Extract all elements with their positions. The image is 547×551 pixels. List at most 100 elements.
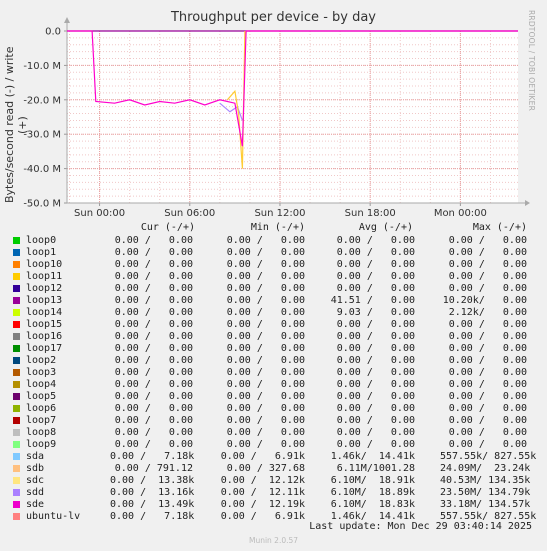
legend-row: loop7 0.00 / 0.00 0.00 / 0.00 0.00 / 0.00 0.… — [0, 415, 547, 427]
legend-max-value: 557.55k/ 827.55k — [440, 451, 537, 462]
legend-device-name: loop11 — [26, 271, 63, 282]
legend-header: Cur (-/+) Min (-/+) Avg (-/+) Max (-/+) — [0, 222, 547, 234]
legend-max-value: 10.20k/ 0.00 — [442, 295, 527, 306]
legend-device-name: loop14 — [26, 307, 63, 318]
legend-min-value: 0.00 / 0.00 — [226, 259, 305, 270]
legend-min-value: 0.00 / 0.00 — [226, 319, 305, 330]
x-axis-arrow — [525, 200, 530, 206]
series-line-sde — [67, 30, 518, 147]
x-tick-label: Sun 00:00 — [74, 208, 125, 219]
legend-min-value: 0.00 / 0.00 — [226, 391, 305, 402]
legend-row: loop16 0.00 / 0.00 0.00 / 0.00 0.00 / 0.00 0… — [0, 331, 547, 343]
legend-swatch — [13, 333, 20, 340]
legend-cur-value: 0.00 / 7.18k — [110, 451, 195, 462]
legend-row: loop4 0.00 / 0.00 0.00 / 0.00 0.00 / 0.00 0.… — [0, 379, 547, 391]
legend-avg-value: 0.00 / 0.00 — [336, 331, 415, 342]
legend-device-name: loop4 — [26, 379, 57, 390]
legend-device-name: sda — [26, 451, 45, 462]
y-tick-label: -50.0 M — [23, 199, 61, 210]
legend-cur-value: 0.00 / 0.00 — [114, 307, 193, 318]
legend-avg-value: 0.00 / 0.00 — [336, 355, 415, 366]
legend-cur-value: 0.00 / 0.00 — [114, 271, 193, 282]
legend-min-value: 0.00 / 12.12k — [220, 475, 305, 486]
x-tick-label: Sun 18:00 — [345, 208, 396, 219]
legend-swatch — [13, 321, 20, 328]
legend-avg-value: 0.00 / 0.00 — [336, 343, 415, 354]
legend-row: sde 0.00 / 13.49k 0.00 / 12.19k 6.10M/ 18.8… — [0, 499, 547, 511]
legend-row: sda 0.00 / 7.18k 0.00 / 6.91k 1.46k/ 14.41k… — [0, 451, 547, 463]
legend-max-value: 0.00 / 0.00 — [448, 259, 527, 270]
legend-device-name: loop6 — [26, 403, 57, 414]
legend-device-name: ubuntu-lv — [26, 511, 81, 522]
legend-cur-value: 0.00 / 791.12 — [114, 463, 193, 474]
legend-min-value: 0.00 / 0.00 — [226, 427, 305, 438]
legend-avg-value: 0.00 / 0.00 — [336, 319, 415, 330]
legend-avg-value: 6.10M/ 18.91k — [330, 475, 415, 486]
y-axis-arrow — [64, 17, 70, 23]
legend-cur-value: 0.00 / 0.00 — [114, 403, 193, 414]
legend-device-name: loop13 — [26, 295, 63, 306]
legend-min-value: 0.00 / 327.68 — [226, 463, 305, 474]
legend-min-value: 0.00 / 0.00 — [226, 331, 305, 342]
legend-max-value: 0.00 / 0.00 — [448, 379, 527, 390]
legend-min-value: 0.00 / 0.00 — [226, 271, 305, 282]
legend-max-value: 557.55k/ 827.55k — [440, 511, 537, 522]
legend-cur-value: 0.00 / 0.00 — [114, 331, 193, 342]
legend-cur-value: 0.00 / 7.18k — [110, 511, 195, 522]
legend-max-value: 23.50M/ 134.79k — [440, 487, 531, 498]
legend-row: loop10 0.00 / 0.00 0.00 / 0.00 0.00 / 0.00 0… — [0, 259, 547, 271]
legend-swatch — [13, 429, 20, 436]
y-tick-label: -10.0 M — [23, 61, 61, 72]
legend-device-name: loop7 — [26, 415, 57, 426]
legend-max-value: 0.00 / 0.00 — [448, 355, 527, 366]
legend-row: loop1 0.00 / 0.00 0.00 / 0.00 0.00 / 0.00 0.… — [0, 247, 547, 259]
legend-device-name: loop17 — [26, 343, 63, 354]
legend-row: loop3 0.00 / 0.00 0.00 / 0.00 0.00 / 0.00 0.… — [0, 367, 547, 379]
legend-avg-value: 0.00 / 0.00 — [336, 247, 415, 258]
chart-title: Throughput per device - by day — [170, 10, 377, 25]
legend-swatch — [13, 465, 20, 472]
legend-avg-value: 9.03 / 0.00 — [336, 307, 415, 318]
legend-row: loop15 0.00 / 0.00 0.00 / 0.00 0.00 / 0.00 0… — [0, 319, 547, 331]
legend-swatch — [13, 381, 20, 388]
legend-max-value: 0.00 / 0.00 — [448, 271, 527, 282]
legend-swatch — [13, 309, 20, 316]
legend-avg-value: 0.00 / 0.00 — [336, 367, 415, 378]
legend-header-max: Max (-/+) — [472, 222, 527, 233]
legend-header-cur: Cur (-/+) — [140, 222, 195, 233]
legend-device-name: loop8 — [26, 427, 57, 438]
legend-cur-value: 0.00 / 13.49k — [110, 499, 195, 510]
legend-device-name: sdd — [26, 487, 45, 498]
legend-swatch — [13, 357, 20, 364]
legend-avg-value: 0.00 / 0.00 — [336, 391, 415, 402]
legend-device-name: sde — [26, 499, 45, 510]
legend-device-name: loop12 — [26, 283, 63, 294]
legend-cur-value: 0.00 / 0.00 — [114, 379, 193, 390]
legend-min-value: 0.00 / 0.00 — [226, 379, 305, 390]
legend-cur-value: 0.00 / 0.00 — [114, 355, 193, 366]
legend-swatch — [13, 273, 20, 280]
legend-max-value: 0.00 / 0.00 — [448, 235, 527, 246]
x-tick-label: Mon 00:00 — [434, 208, 487, 219]
legend-cur-value: 0.00 / 0.00 — [114, 415, 193, 426]
legend-min-value: 0.00 / 0.00 — [226, 415, 305, 426]
legend-row: loop17 0.00 / 0.00 0.00 / 0.00 0.00 / 0.00 0… — [0, 343, 547, 355]
legend-device-name: loop16 — [26, 331, 63, 342]
legend-max-value: 0.00 / 0.00 — [448, 343, 527, 354]
legend-max-value: 0.00 / 0.00 — [448, 367, 527, 378]
legend-max-value: 0.00 / 0.00 — [448, 247, 527, 258]
legend-avg-value: 0.00 / 0.00 — [336, 379, 415, 390]
legend-cur-value: 0.00 / 0.00 — [114, 283, 193, 294]
legend-min-value: 0.00 / 0.00 — [226, 307, 305, 318]
legend-swatch — [13, 297, 20, 304]
legend-max-value: 0.00 / 0.00 — [448, 283, 527, 294]
legend-max-value: 2.12k/ 0.00 — [448, 307, 527, 318]
legend-cur-value: 0.00 / 0.00 — [114, 439, 193, 450]
legend-avg-value: 0.00 / 0.00 — [336, 439, 415, 450]
legend-row: loop0 0.00 / 0.00 0.00 / 0.00 0.00 / 0.00 0.… — [0, 235, 547, 247]
legend-swatch — [13, 345, 20, 352]
legend-avg-value: 0.00 / 0.00 — [336, 427, 415, 438]
legend-avg-value: 6.10M/ 18.83k — [330, 499, 415, 510]
legend-max-value: 24.09M/ 23.24k — [440, 463, 531, 474]
legend-swatch — [13, 261, 20, 268]
